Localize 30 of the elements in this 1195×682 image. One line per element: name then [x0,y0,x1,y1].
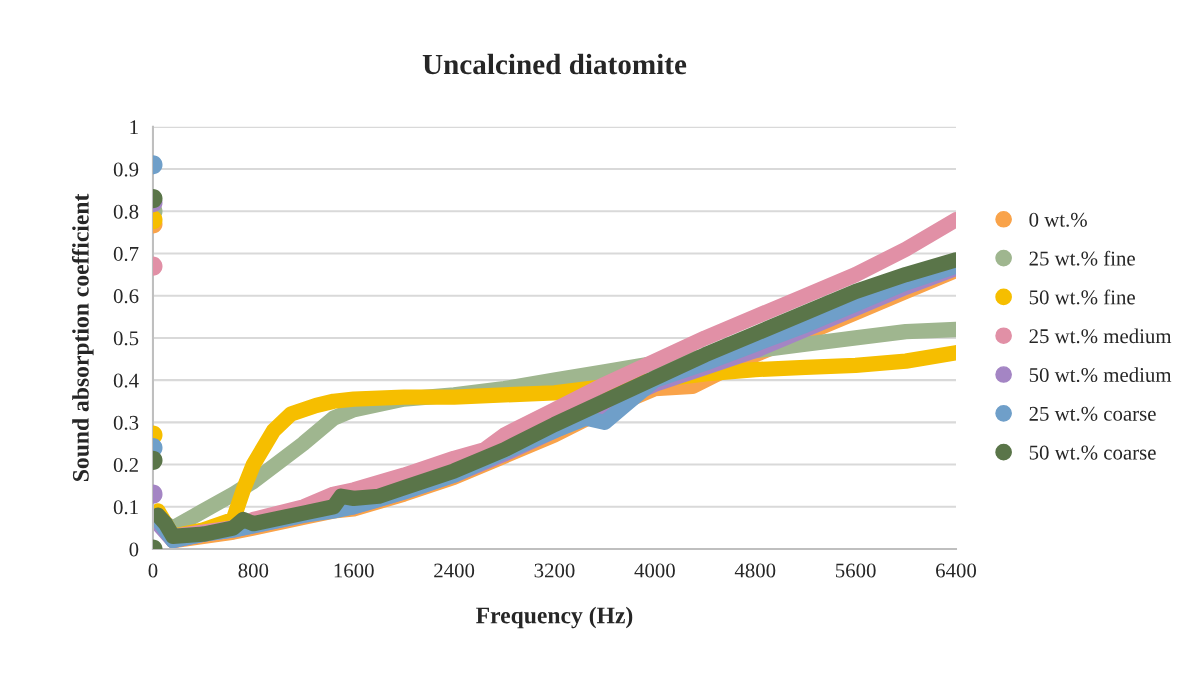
legend-label: 50 wt.% medium [1029,367,1172,383]
y-tick-label: 0.7 [113,246,139,262]
legend-label: 25 wt.% coarse [1029,406,1156,421]
x-tick-label: 4800 [734,563,776,578]
legend-label: 0 wt.% [1029,212,1087,227]
x-tick-label: 0 [148,563,158,578]
x-axis-title: Frequency (Hz) [476,606,633,629]
legend-label: 25 wt.% medium [1029,328,1172,344]
y-tick-label: 1 [130,120,138,135]
y-axis-title: Sound absorption coefficient [71,193,94,481]
chart-title: Uncalcined diatomite [422,53,687,75]
x-tick-label: 3200 [534,563,575,578]
legend-label: 50 wt.% fine [1029,289,1135,305]
y-tick-label: 0.5 [113,331,139,346]
legend-label: 25 wt.% fine [1029,250,1135,266]
x-tick-label: 5600 [836,563,876,578]
x-tick-label: 4000 [634,563,675,578]
y-tick-label: 0.3 [113,415,139,430]
x-tick-label: 2400 [434,563,475,578]
legend-label: 50 wt.% coarse [1029,445,1156,460]
y-tick-label: 0.2 [113,457,138,473]
x-tick-label: 800 [238,563,269,578]
y-tick-label: 0.6 [113,289,139,304]
y-tick-label: 0 [129,542,139,557]
x-tick-label: 1600 [334,563,374,578]
x-tick-label: 6400 [936,563,977,578]
y-tick-label: 0.8 [113,204,139,219]
y-tick-label: 0.1 [113,500,138,515]
y-tick-label: 0.9 [113,162,139,177]
y-tick-label: 0.4 [113,373,139,388]
